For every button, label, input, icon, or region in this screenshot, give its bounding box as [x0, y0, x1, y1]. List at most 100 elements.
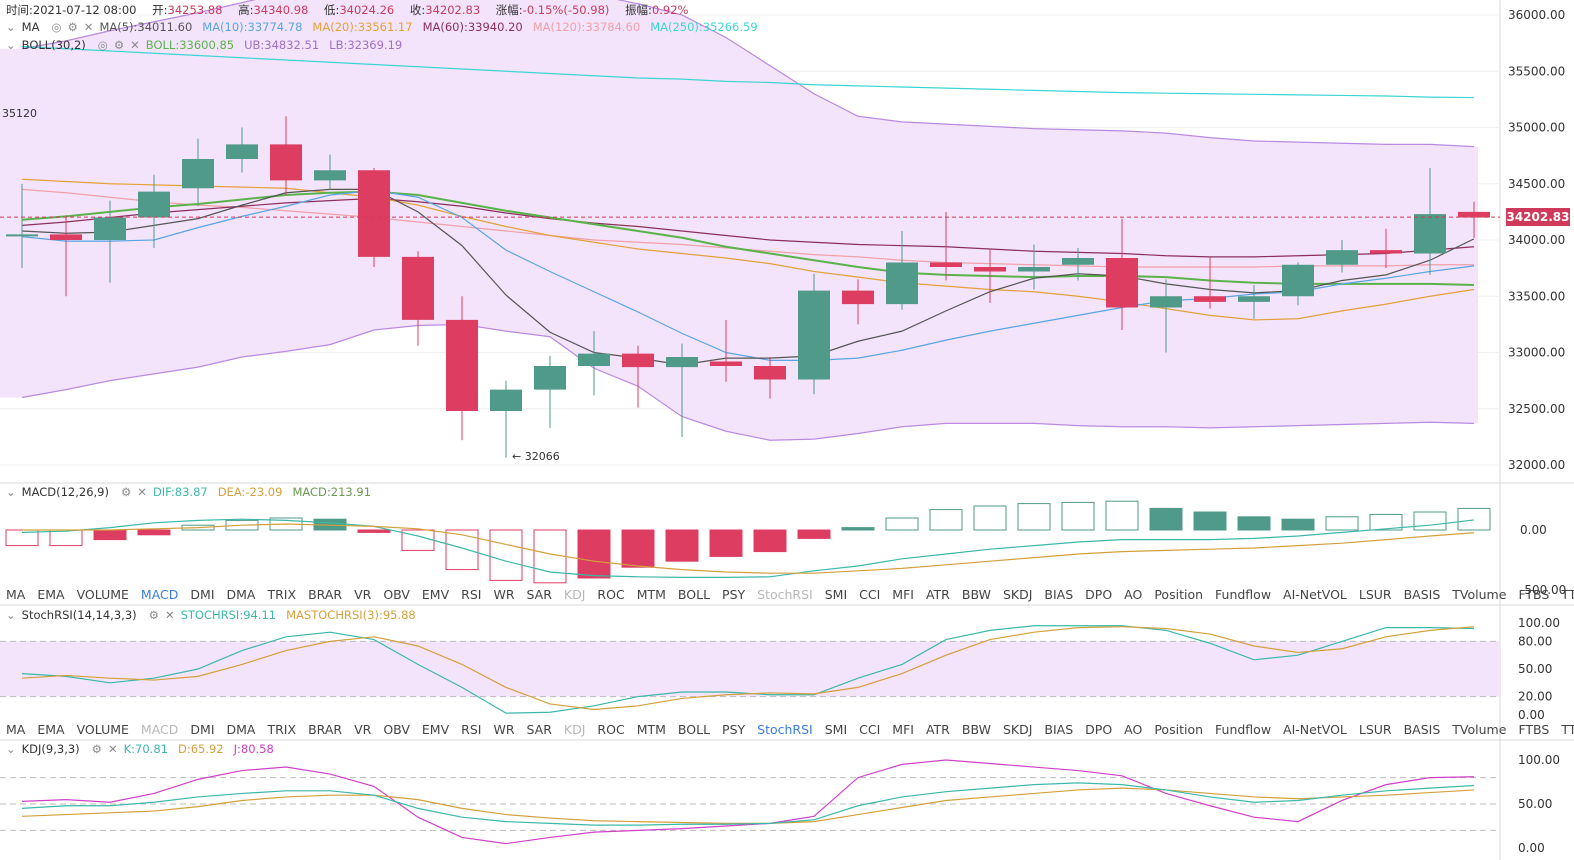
settings-icon[interactable]: ⚙	[148, 608, 159, 622]
tab-roc[interactable]: ROC	[597, 722, 625, 737]
tab-brar[interactable]: BRAR	[308, 722, 343, 737]
tab-sar[interactable]: SAR	[526, 722, 552, 737]
tab-vr[interactable]: VR	[354, 587, 372, 602]
macd-dea-line	[22, 523, 1475, 574]
tab-kdj[interactable]: KDJ	[563, 722, 586, 737]
tab-fundflow[interactable]: Fundflow	[1215, 722, 1272, 737]
tab-skdj[interactable]: SKDJ	[1002, 722, 1033, 737]
tab-basis[interactable]: BASIS	[1403, 722, 1441, 737]
tab-dpo[interactable]: DPO	[1085, 722, 1113, 737]
tab-ai-netvol[interactable]: AI-NetVOL	[1283, 587, 1347, 602]
tab-rsi[interactable]: RSI	[461, 722, 482, 737]
tab-basis[interactable]: BASIS	[1403, 587, 1441, 602]
tab-ftbs[interactable]: FTBS	[1518, 587, 1550, 602]
tab-bbw[interactable]: BBW	[961, 722, 991, 737]
tab-ma[interactable]: MA	[6, 722, 26, 737]
tab-mtm[interactable]: MTM	[636, 722, 666, 737]
tab-roc[interactable]: ROC	[597, 587, 625, 602]
collapse-icon[interactable]: ⌄	[6, 608, 16, 622]
tab-psy[interactable]: PSY	[722, 587, 746, 602]
tab-brar[interactable]: BRAR	[308, 587, 343, 602]
tab-dmi[interactable]: DMI	[190, 587, 215, 602]
settings-icon[interactable]: ⚙	[120, 485, 132, 499]
tab-vr[interactable]: VR	[354, 722, 372, 737]
eye-icon[interactable]: ◎	[97, 38, 108, 52]
tab-position[interactable]: Position	[1154, 722, 1204, 737]
tab-mfi[interactable]: MFI	[892, 587, 914, 602]
tab-stochrsi[interactable]: StochRSI	[757, 722, 813, 737]
tab-atr[interactable]: ATR	[925, 587, 950, 602]
tab-trix[interactable]: TRIX	[267, 587, 297, 602]
settings-icon[interactable]: ⚙	[67, 20, 78, 34]
stochrsi-k-value: STOCHRSI:94.11	[180, 608, 277, 622]
close-icon[interactable]: ✕	[107, 742, 118, 756]
tab-emv[interactable]: EMV	[421, 587, 450, 602]
settings-icon[interactable]: ⚙	[113, 38, 125, 52]
tab-position[interactable]: Position	[1154, 587, 1204, 602]
tab-obv[interactable]: OBV	[383, 722, 410, 737]
tab-cci[interactable]: CCI	[859, 722, 881, 737]
tab-ao[interactable]: AO	[1124, 722, 1143, 737]
tab-trix[interactable]: TRIX	[267, 722, 297, 737]
tab-mfi[interactable]: MFI	[892, 722, 914, 737]
collapse-icon[interactable]: ⌄	[6, 742, 16, 756]
tab-smi[interactable]: SMI	[824, 722, 848, 737]
tab-ftbs[interactable]: FTBS	[1518, 722, 1550, 737]
collapse-icon[interactable]: ⌄	[6, 485, 16, 499]
macd-axis-label: 0.00	[1520, 523, 1547, 537]
stochrsi-name: StochRSI(14,14,3,3)	[21, 608, 137, 622]
tab-mtm[interactable]: MTM	[636, 587, 666, 602]
close-icon[interactable]: ✕	[137, 485, 147, 499]
kdj-axis-label: 50.00	[1518, 797, 1552, 811]
tab-rsi[interactable]: RSI	[461, 587, 482, 602]
tab-macd[interactable]: MACD	[140, 722, 179, 737]
tab-macd[interactable]: MACD	[140, 587, 179, 602]
settings-icon[interactable]: ⚙	[91, 742, 102, 756]
tab-kdj[interactable]: KDJ	[563, 587, 586, 602]
candle-body	[1458, 211, 1490, 218]
tab-ai-netvol[interactable]: AI-NetVOL	[1283, 722, 1347, 737]
tab-ttsi[interactable]: TTSI	[1561, 722, 1574, 737]
tab-atr[interactable]: ATR	[925, 722, 950, 737]
tab-smi[interactable]: SMI	[824, 587, 848, 602]
tab-lsur[interactable]: LSUR	[1358, 587, 1392, 602]
tab-ema[interactable]: EMA	[37, 722, 65, 737]
tab-volume[interactable]: VOLUME	[76, 722, 129, 737]
tab-dma[interactable]: DMA	[226, 587, 256, 602]
tab-dmi[interactable]: DMI	[190, 722, 215, 737]
eye-icon[interactable]: ◎	[51, 20, 62, 34]
tab-cci[interactable]: CCI	[859, 587, 881, 602]
tab-dma[interactable]: DMA	[226, 722, 256, 737]
tab-bias[interactable]: BIAS	[1044, 587, 1074, 602]
tab-tvolume[interactable]: TVolume	[1452, 722, 1507, 737]
tab-stochrsi[interactable]: StochRSI	[757, 587, 813, 602]
tab-emv[interactable]: EMV	[421, 722, 450, 737]
tab-dpo[interactable]: DPO	[1085, 587, 1113, 602]
tab-lsur[interactable]: LSUR	[1358, 722, 1392, 737]
tab-boll[interactable]: BOLL	[677, 722, 711, 737]
tab-skdj[interactable]: SKDJ	[1002, 587, 1033, 602]
tab-sar[interactable]: SAR	[526, 587, 552, 602]
close-icon[interactable]: ✕	[83, 20, 94, 34]
tab-wr[interactable]: WR	[493, 722, 515, 737]
tab-ttsi[interactable]: TTSI	[1561, 587, 1574, 602]
ma10-line	[21, 189, 1475, 361]
tab-bias[interactable]: BIAS	[1044, 722, 1074, 737]
tab-tvolume[interactable]: TVolume	[1452, 587, 1507, 602]
tab-obv[interactable]: OBV	[383, 587, 410, 602]
close-icon[interactable]: ✕	[130, 38, 140, 52]
tab-volume[interactable]: VOLUME	[76, 587, 129, 602]
tab-psy[interactable]: PSY	[722, 722, 746, 737]
tab-boll[interactable]: BOLL	[677, 587, 711, 602]
tab-ma[interactable]: MA	[6, 587, 26, 602]
tab-fundflow[interactable]: Fundflow	[1215, 587, 1272, 602]
close-icon[interactable]: ✕	[164, 608, 175, 622]
collapse-icon[interactable]: ⌄	[6, 38, 16, 52]
boll-band-fill	[0, 0, 1478, 441]
collapse-icon[interactable]: ⌄	[6, 20, 16, 34]
tab-ema[interactable]: EMA	[37, 587, 65, 602]
tab-ao[interactable]: AO	[1124, 587, 1143, 602]
tab-bbw[interactable]: BBW	[961, 587, 991, 602]
tab-wr[interactable]: WR	[493, 587, 515, 602]
